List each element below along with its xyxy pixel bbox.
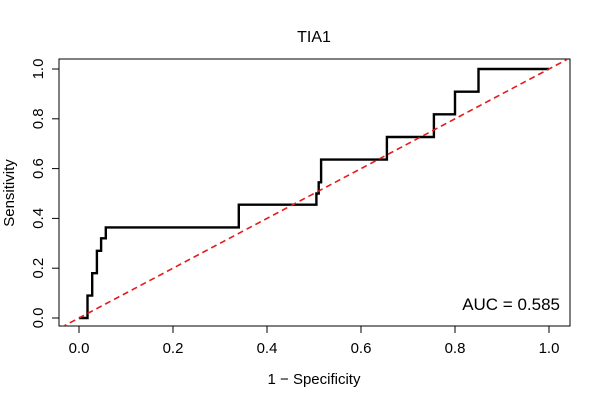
x-tick-label: 0.2 <box>163 340 184 357</box>
y-tick-label: 0.6 <box>30 158 47 179</box>
x-tick-label: 1.0 <box>539 340 560 357</box>
y-axis-label: Sensitivity <box>1 159 18 227</box>
chart-title: TIA1 <box>297 29 331 46</box>
x-tick-label: 0.8 <box>445 340 466 357</box>
roc-curve <box>79 67 549 320</box>
x-axis: 0.0 0.2 0.4 0.6 0.8 1.0 <box>69 325 560 357</box>
auc-annotation: AUC = 0.585 <box>462 295 560 314</box>
plot-area-frame <box>58 58 571 327</box>
x-tick-label: 0.6 <box>351 340 372 357</box>
y-tick-label: 0.2 <box>30 258 47 279</box>
x-axis-label: 1 − Specificity <box>268 371 361 388</box>
y-axis: 0.0 0.2 0.4 0.6 0.8 1.0 <box>30 59 60 329</box>
series-layer <box>62 59 568 326</box>
y-tick-label: 0.4 <box>30 208 47 229</box>
y-tick-label: 0.8 <box>30 108 47 129</box>
x-tick-label: 0.4 <box>257 340 278 357</box>
x-tick-label: 0.0 <box>69 340 90 357</box>
y-tick-label: 0.0 <box>30 308 47 329</box>
reference-diagonal-line <box>62 59 568 326</box>
y-tick-label: 1.0 <box>30 59 47 80</box>
